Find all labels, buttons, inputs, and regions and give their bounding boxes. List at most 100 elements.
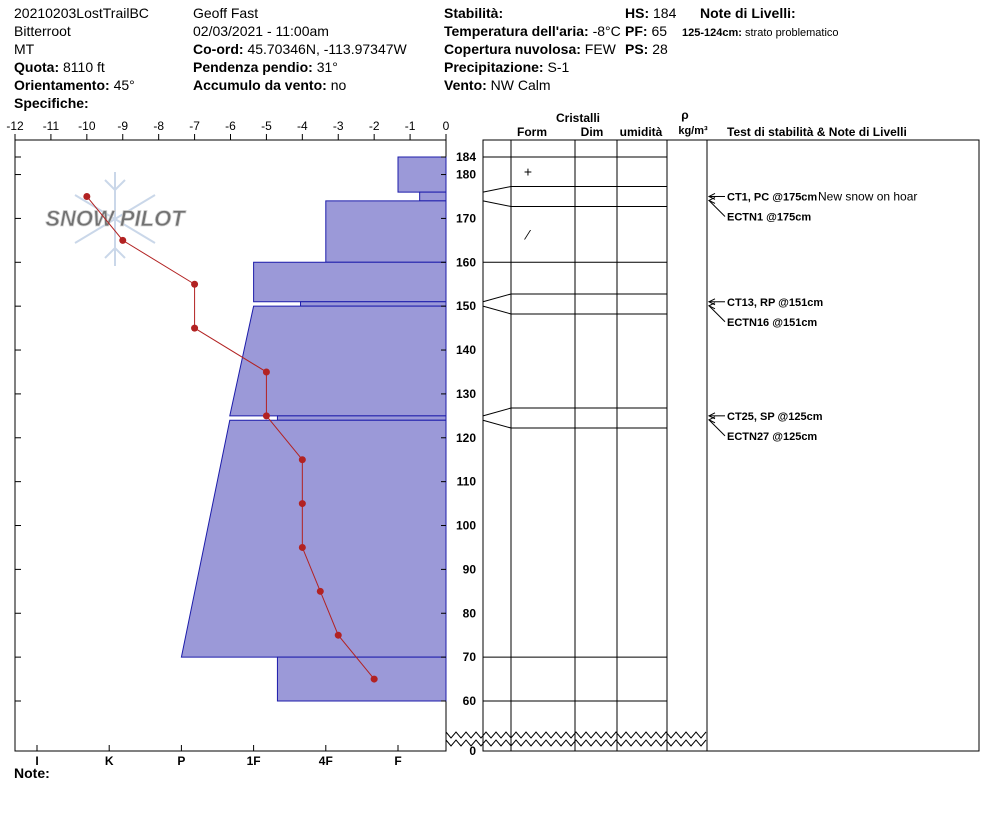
test-label: CT13, RP @151cm	[727, 297, 823, 309]
hardness-tick-label: K	[105, 754, 114, 768]
header-field: Bitterroot	[14, 23, 71, 39]
hardness-layer	[397, 156, 447, 193]
field-value: 45.70346N, -113.97347W	[247, 41, 407, 57]
field-value: strato problematico	[745, 27, 839, 39]
y-tick-label: 100	[456, 519, 476, 533]
hardness-layer	[180, 419, 447, 658]
arrow-head	[707, 197, 716, 204]
field-value: Geoff Fast	[193, 5, 258, 21]
field-label: Stabilità:	[444, 5, 503, 21]
temperature-point	[83, 192, 91, 200]
hardness-layer	[276, 415, 447, 421]
temperature-point	[191, 324, 199, 332]
field-label: Pendenza pendio:	[193, 59, 313, 75]
hardness-layer	[300, 301, 447, 307]
field-label: Precipitazione:	[444, 59, 544, 75]
hardness-layer	[229, 305, 447, 417]
header-field: Stabilità:	[444, 5, 503, 21]
x-tick-label: -11	[43, 119, 60, 133]
header-field: Quota: 8110 ft	[14, 59, 105, 75]
field-value: 02/03/2021 - 11:00am	[193, 23, 329, 39]
field-label: Vento:	[444, 77, 487, 93]
y-tick-label: 184	[456, 150, 476, 164]
field-label: Accumulo da vento:	[193, 77, 327, 93]
field-value: 65	[651, 23, 667, 39]
x-tick-label: -10	[78, 119, 96, 133]
layer-connector	[482, 293, 512, 303]
header-density-unit: kg/m³	[678, 125, 708, 137]
field-value: 184	[653, 5, 677, 21]
field-value: Bitterroot	[14, 23, 71, 39]
header-crystals: Cristalli	[556, 111, 600, 125]
temperature-point	[370, 675, 378, 683]
hardness-layer	[325, 200, 447, 263]
header-tests: Test di stabilità & Note di Livelli	[727, 125, 907, 139]
test-arrow	[708, 305, 726, 323]
watermark: SNOW PILOT	[45, 172, 187, 266]
hardness-layer	[276, 656, 447, 702]
hardness-tick-label: F	[394, 754, 401, 768]
x-tick-label: -1	[405, 119, 416, 133]
test-label: ECTN16 @151cm	[727, 317, 817, 329]
test-note: New snow on hoar	[818, 189, 917, 203]
hardness-tick-label: I	[35, 754, 38, 768]
header-field: PS: 28	[625, 41, 668, 57]
layer-connector	[482, 200, 512, 207]
field-value: 8110 ft	[63, 59, 105, 75]
header-field: Geoff Fast	[193, 5, 258, 21]
header-field: PF: 65	[625, 23, 667, 39]
x-tick-label: -3	[333, 119, 344, 133]
temperature-point	[298, 543, 306, 551]
header-field: Co-ord: 45.70346N, -113.97347W	[193, 41, 408, 57]
temperature-point	[262, 412, 270, 420]
x-tick-label: -9	[117, 119, 128, 133]
field-label: Orientamento:	[14, 77, 110, 93]
field-label: 125-124cm:	[682, 27, 742, 39]
header-density-symbol: ρ	[681, 108, 688, 122]
note-label: Note:	[14, 765, 50, 781]
y-tick-label: 110	[457, 475, 477, 489]
field-value: NW Calm	[491, 77, 551, 93]
field-value: 31°	[317, 59, 338, 75]
field-value: FEW	[585, 41, 617, 57]
layer-connector	[482, 185, 512, 193]
x-tick-label: -2	[369, 119, 380, 133]
table-frame	[482, 139, 980, 752]
temperature-line	[86, 196, 375, 680]
snowflake	[74, 172, 156, 266]
test-label: ECTN27 @125cm	[727, 431, 817, 443]
field-label: PS:	[625, 41, 648, 57]
field-value: 45°	[114, 77, 135, 93]
field-label: Copertura nuvolosa:	[444, 41, 581, 57]
x-tick-label: -6	[225, 119, 236, 133]
header-field: Temperatura dell'aria: -8°C	[444, 23, 621, 39]
x-tick-label: 0	[443, 119, 450, 133]
field-label: Note di Livelli:	[700, 5, 796, 21]
y-tick-label: 60	[463, 694, 477, 708]
axis-break	[445, 731, 707, 739]
hardness-layer	[419, 191, 447, 202]
field-value: 28	[652, 41, 668, 57]
arrow-head	[707, 302, 716, 310]
test-arrow	[708, 419, 726, 437]
test-label: CT1, PC @175cm	[727, 191, 817, 203]
temperature-point	[298, 500, 306, 508]
test-label: ECTN1 @175cm	[727, 211, 811, 223]
temperature-point	[316, 587, 324, 595]
x-tick-label: -8	[153, 119, 164, 133]
layer-connector	[482, 407, 512, 417]
field-label: Co-ord:	[193, 41, 244, 57]
header-field: Specifiche:	[14, 95, 89, 111]
header-field: Vento: NW Calm	[444, 77, 551, 93]
y-tick-label: 0	[469, 744, 476, 758]
hardness-tick-label: 4F	[319, 754, 333, 768]
y-tick-label: 140	[456, 343, 476, 357]
temperature-point	[262, 368, 270, 376]
field-label: Quota:	[14, 59, 59, 75]
y-tick-label: 180	[456, 168, 476, 182]
layer-connector	[482, 419, 512, 429]
header-field: HS: 184	[625, 5, 677, 21]
header-field: Precipitazione: S-1	[444, 59, 569, 75]
hardness-tick-label: 1F	[247, 754, 261, 768]
field-label: Specifiche:	[14, 95, 89, 111]
